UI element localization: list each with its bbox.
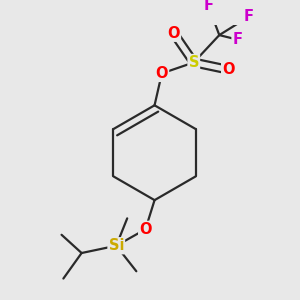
Text: F: F [244, 9, 254, 24]
Text: F: F [232, 32, 242, 47]
Text: F: F [203, 0, 213, 14]
Text: O: O [167, 26, 180, 41]
Text: S: S [188, 55, 199, 70]
Text: O: O [156, 66, 168, 81]
Text: O: O [222, 62, 235, 77]
Text: Si: Si [109, 238, 124, 253]
Text: O: O [139, 222, 152, 237]
